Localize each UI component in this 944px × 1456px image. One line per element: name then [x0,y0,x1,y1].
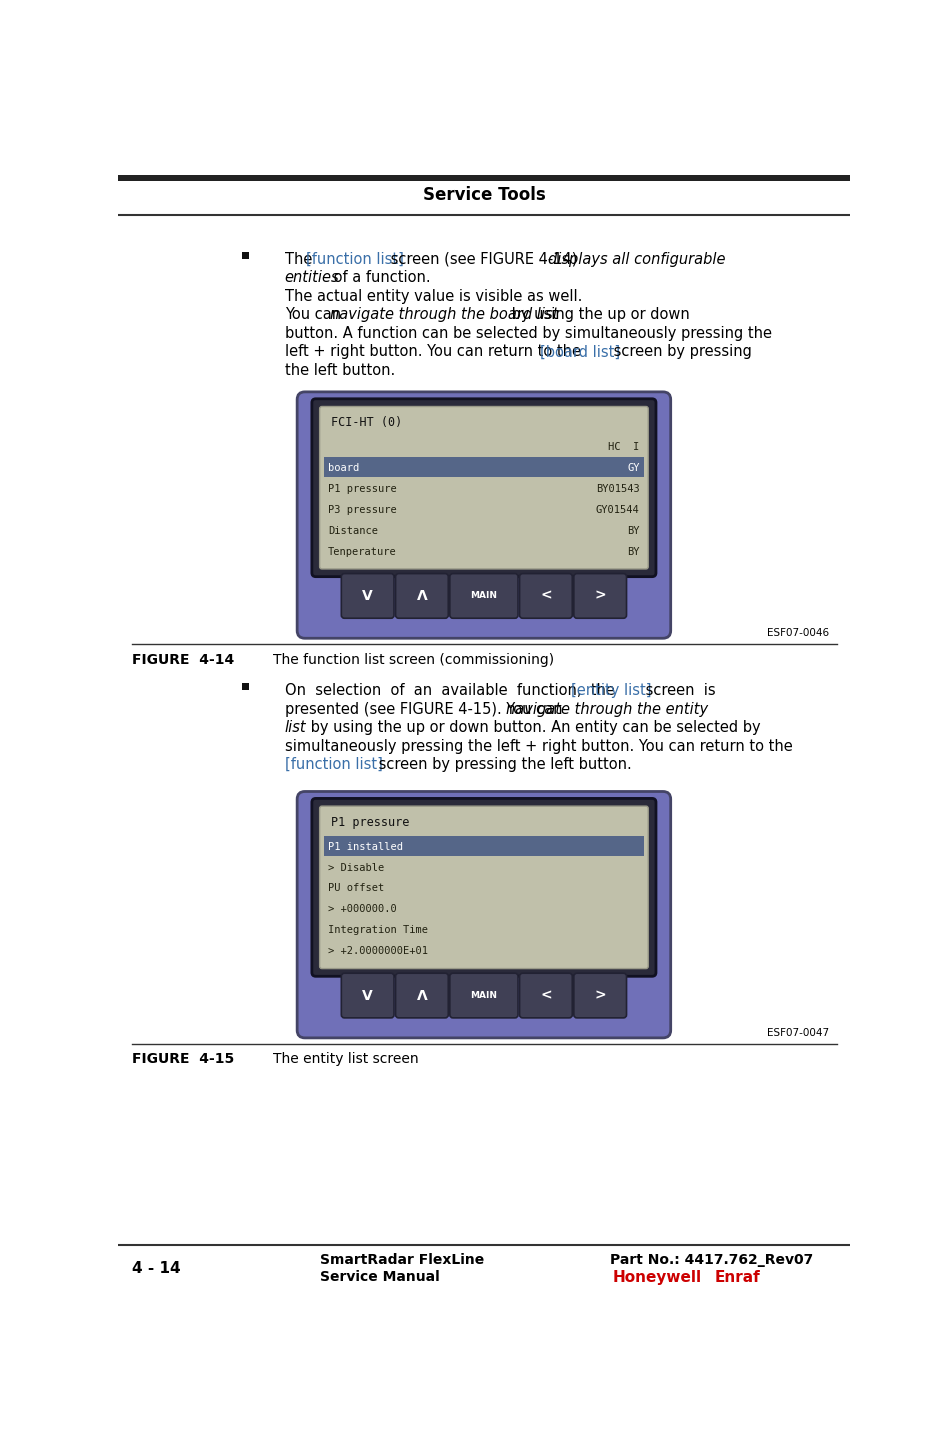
Text: Tenperature: Tenperature [328,546,396,556]
Text: left + right button. You can return to the: left + right button. You can return to t… [284,344,584,360]
Text: MAIN: MAIN [470,992,497,1000]
Text: > +000000.0: > +000000.0 [328,904,396,914]
Text: simultaneously pressing the left + right button. You can return to the: simultaneously pressing the left + right… [284,738,792,754]
Text: screen (see FIGURE 4-14): screen (see FIGURE 4-14) [386,252,582,266]
Text: displays all configurable: displays all configurable [548,252,725,266]
Bar [242,683,249,690]
Text: HC  I: HC I [608,443,639,451]
Text: ESF07-0046: ESF07-0046 [766,628,828,638]
FancyBboxPatch shape [396,973,447,1018]
FancyBboxPatch shape [341,973,394,1018]
FancyBboxPatch shape [449,574,517,619]
Text: V: V [362,989,373,1003]
Bar [324,836,643,856]
Text: BY: BY [627,526,639,536]
FancyBboxPatch shape [396,574,447,619]
FancyBboxPatch shape [519,973,572,1018]
Text: On  selection  of  an  available  function,  the: On selection of an available function, t… [284,683,618,697]
Text: navigate through the entity: navigate through the entity [505,702,707,716]
Text: > +2.0000000E+01: > +2.0000000E+01 [328,946,428,957]
Text: P1 pressure: P1 pressure [328,483,396,494]
FancyBboxPatch shape [312,798,655,977]
Text: screen by pressing the left button.: screen by pressing the left button. [374,757,631,772]
Text: 4 - 14: 4 - 14 [132,1261,180,1275]
Text: [function list]: [function list] [284,757,382,772]
Text: Service Tools: Service Tools [423,186,545,204]
Text: screen  is: screen is [641,683,716,697]
Text: list: list [284,721,306,735]
Text: Distance: Distance [328,526,378,536]
Text: FIGURE  4-14: FIGURE 4-14 [132,652,234,667]
Text: BY01543: BY01543 [596,483,639,494]
FancyBboxPatch shape [573,574,626,619]
Text: screen by pressing: screen by pressing [609,344,751,360]
Text: button. A function can be selected by simultaneously pressing the: button. A function can be selected by si… [284,326,771,341]
Text: ESF07-0047: ESF07-0047 [766,1028,828,1038]
Text: Integration Time: Integration Time [328,925,428,935]
Text: The: The [284,252,316,266]
Text: by using the up or down button. An entity can be selected by: by using the up or down button. An entit… [305,721,760,735]
Text: V: V [362,588,373,603]
FancyBboxPatch shape [312,399,655,577]
Text: The entity list screen: The entity list screen [273,1053,418,1066]
FancyBboxPatch shape [319,406,648,569]
Text: SmartRadar FlexLine: SmartRadar FlexLine [319,1254,483,1267]
Text: >: > [594,588,605,603]
FancyBboxPatch shape [449,973,517,1018]
Text: MAIN: MAIN [470,591,497,600]
FancyBboxPatch shape [319,807,648,968]
Text: presented (see FIGURE 4-15). You can: presented (see FIGURE 4-15). You can [284,702,566,716]
Text: <: < [540,588,551,603]
Bar [118,175,850,181]
Text: Enraf: Enraf [714,1270,760,1284]
Text: [entity list]: [entity list] [570,683,650,697]
FancyBboxPatch shape [296,392,670,638]
Text: [function list]: [function list] [306,252,404,266]
Text: PU offset: PU offset [328,884,384,894]
FancyBboxPatch shape [341,574,394,619]
FancyBboxPatch shape [573,973,626,1018]
Text: Λ: Λ [416,588,427,603]
Text: P3 pressure: P3 pressure [328,505,396,515]
Text: >: > [594,989,605,1003]
Text: Λ: Λ [416,989,427,1003]
Text: You can: You can [284,307,346,322]
FancyBboxPatch shape [519,574,572,619]
Text: FCI-HT (0): FCI-HT (0) [331,416,402,430]
Text: P1 installed: P1 installed [328,842,403,852]
Text: <: < [540,989,551,1003]
Text: of a function.: of a function. [329,271,430,285]
Text: > Disable: > Disable [328,862,384,872]
Text: GY01544: GY01544 [596,505,639,515]
Text: P1 pressure: P1 pressure [331,815,409,828]
Text: by using the up or down: by using the up or down [507,307,689,322]
Text: board: board [328,463,359,473]
Text: Part No.: 4417.762_Rev07: Part No.: 4417.762_Rev07 [610,1254,813,1267]
Text: Honeywell: Honeywell [612,1270,701,1284]
Text: The actual entity value is visible as well.: The actual entity value is visible as we… [284,288,582,304]
Bar [324,457,643,476]
Text: BY: BY [627,546,639,556]
Text: Service Manual: Service Manual [319,1270,439,1284]
Text: The function list screen (commissioning): The function list screen (commissioning) [273,652,554,667]
Text: the left button.: the left button. [284,363,395,377]
FancyBboxPatch shape [296,792,670,1038]
Text: entities: entities [284,271,339,285]
Text: FIGURE  4-15: FIGURE 4-15 [132,1053,234,1066]
Bar [242,252,249,259]
Text: [board list]: [board list] [540,344,620,360]
Text: navigate through the board list: navigate through the board list [329,307,558,322]
Text: GY: GY [627,463,639,473]
